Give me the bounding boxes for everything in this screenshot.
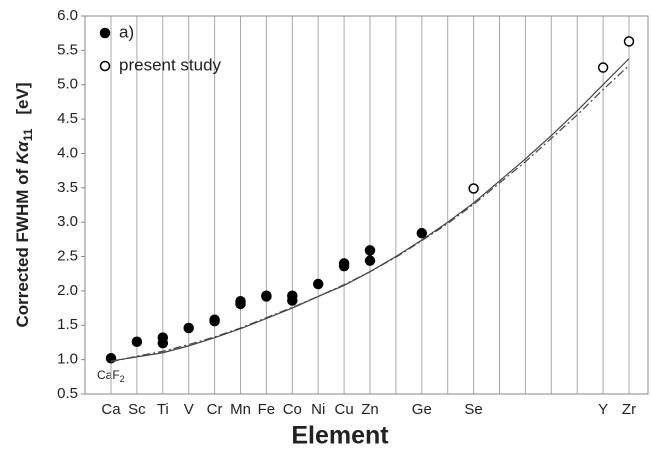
- y-label-unit: [eV]: [13, 82, 32, 114]
- data-point: [364, 255, 376, 266]
- annotation-subscript: 2: [120, 374, 125, 384]
- x-tick-label: Sc: [128, 401, 146, 418]
- y-tick-label: 1.0: [57, 351, 78, 368]
- x-tick-label: Ge: [412, 401, 432, 418]
- x-tick-label: V: [184, 401, 194, 418]
- x-tick-label: Zr: [622, 401, 636, 418]
- legend-label: present study: [119, 55, 222, 74]
- data-point: [209, 315, 220, 327]
- data-point: [416, 227, 428, 239]
- data-point: [287, 295, 298, 306]
- y-tick-label: 4.0: [57, 144, 78, 161]
- y-tick-label: 3.0: [57, 213, 78, 230]
- y-tick-label: 2.0: [57, 282, 78, 299]
- annotation-text: CaF: [97, 368, 120, 382]
- fit-curve: [110, 65, 630, 363]
- y-tick-label: 4.5: [57, 110, 78, 127]
- x-axis-title: Element: [291, 422, 389, 450]
- annotation: CaF2: [97, 368, 125, 384]
- x-tick-label: Cu: [335, 401, 354, 418]
- x-tick-label: Ni: [311, 401, 325, 418]
- data-point: [312, 278, 324, 290]
- x-tick-label: Zn: [361, 401, 379, 418]
- y-axis-title: Corrected FWHM of Kα11 [eV]: [13, 82, 35, 327]
- x-tick-label: Co: [283, 401, 302, 418]
- data-point: [597, 62, 609, 73]
- data-point: [131, 336, 143, 348]
- y-label-subscript: 11: [21, 128, 35, 141]
- y-tick-label: 1.5: [57, 316, 78, 333]
- data-point: [235, 298, 246, 310]
- data-point: [157, 337, 169, 349]
- legend-label: a): [119, 22, 134, 41]
- data-point: [364, 245, 376, 256]
- legend-marker: [99, 60, 111, 72]
- y-tick-label: 0.5: [57, 385, 78, 402]
- legend-marker: [99, 27, 111, 39]
- x-tick-label: Fe: [258, 401, 276, 418]
- y-tick-label: 2.5: [57, 248, 78, 265]
- x-tick-label: Se: [464, 401, 482, 418]
- x-tick-label: Ca: [101, 401, 121, 418]
- y-tick-label: 3.5: [57, 179, 78, 196]
- data-point: [261, 291, 272, 302]
- x-tick-label: Mn: [230, 401, 251, 418]
- y-tick-label: 5.5: [57, 41, 78, 58]
- data-point: [338, 260, 350, 272]
- plot-frame: [84, 15, 649, 395]
- x-tick-label: Ti: [157, 401, 169, 418]
- y-tick-label: 5.0: [57, 76, 78, 93]
- y-tick-label: 6.0: [57, 7, 78, 24]
- data-point: [468, 183, 479, 194]
- y-label-prefix: Corrected FWHM of: [13, 169, 32, 328]
- x-tick-label: Y: [598, 401, 608, 418]
- data-point: [183, 322, 194, 334]
- data-point: [623, 36, 635, 47]
- y-label-symbol: Kα: [13, 140, 32, 164]
- x-tick-label: Cr: [207, 401, 223, 418]
